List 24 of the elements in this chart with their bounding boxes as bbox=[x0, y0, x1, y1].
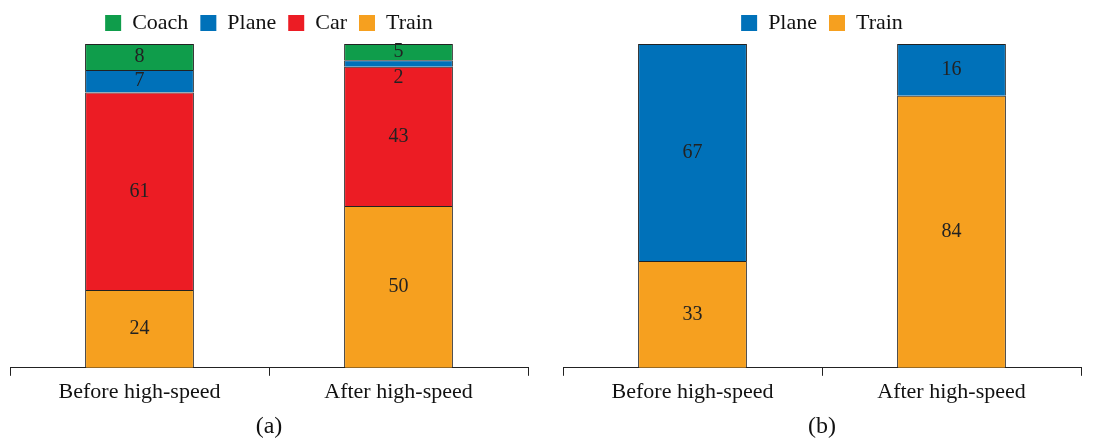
data-label: 43 bbox=[388, 123, 409, 146]
data-label: 2 bbox=[393, 64, 404, 87]
x-tick-label: Before high-speed bbox=[611, 377, 774, 403]
legend-label: Plane bbox=[768, 8, 818, 34]
legend-label: Coach bbox=[132, 8, 189, 34]
legend-label: Car bbox=[315, 8, 348, 34]
data-label: 50 bbox=[388, 274, 409, 297]
data-label: 61 bbox=[129, 178, 150, 201]
legend-label: Train bbox=[385, 8, 433, 34]
x-tick-label: After high-speed bbox=[877, 377, 1026, 403]
data-label: 84 bbox=[941, 219, 962, 242]
data-label: 16 bbox=[941, 57, 962, 80]
data-label: 7 bbox=[134, 68, 145, 91]
x-axis-title: (b) bbox=[808, 411, 836, 438]
x-tick-label: Before high-speed bbox=[58, 377, 221, 403]
legend-label: Plane bbox=[227, 8, 277, 34]
x-tick-label: After high-speed bbox=[324, 377, 473, 403]
data-label: 8 bbox=[134, 44, 145, 67]
legend-label: Train bbox=[856, 8, 903, 34]
data-label: 24 bbox=[129, 316, 150, 339]
data-label: 5 bbox=[393, 39, 404, 62]
data-label: 67 bbox=[682, 139, 703, 162]
data-label: 33 bbox=[682, 301, 703, 324]
x-axis-title: (a) bbox=[255, 411, 283, 438]
